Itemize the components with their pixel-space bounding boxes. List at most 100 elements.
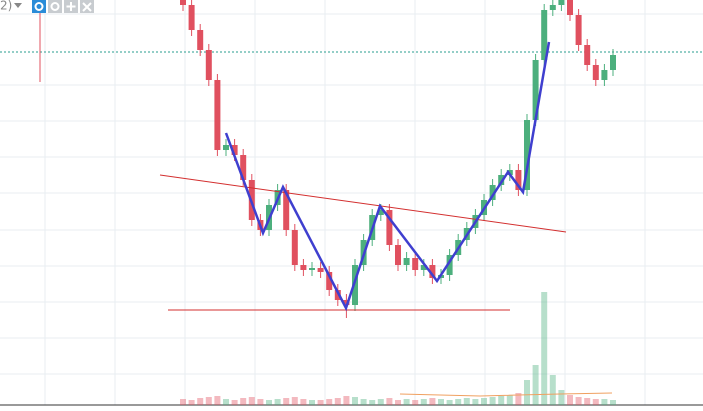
volume-bar — [274, 399, 281, 405]
volume-bar — [266, 400, 272, 405]
volume-bar — [352, 397, 358, 405]
volume-bar — [240, 398, 247, 405]
volume-bar — [532, 365, 539, 405]
candle-body — [283, 190, 290, 230]
volume-bar — [558, 390, 565, 405]
volume-bar — [403, 399, 410, 405]
volume-bar — [592, 399, 599, 405]
candle-body — [188, 5, 195, 30]
volume-bar — [317, 400, 324, 405]
candle-body — [610, 55, 616, 70]
volume-bar — [197, 398, 204, 405]
candle-body — [420, 265, 427, 270]
candle-body — [567, 0, 573, 15]
candle-body — [352, 265, 358, 305]
volume-bar — [300, 399, 307, 405]
candle-body — [231, 145, 238, 155]
volume-average — [399, 392, 613, 397]
volume-bar — [369, 400, 376, 405]
candle-layer — [180, 0, 616, 318]
volume-bar — [610, 400, 616, 405]
pattern-zigzag — [224, 41, 551, 312]
volume-bar — [360, 399, 367, 405]
volume-bar — [283, 398, 290, 405]
candle-body — [386, 210, 393, 245]
volume-bar — [326, 399, 333, 405]
settings-button[interactable] — [32, 0, 46, 13]
candle-body — [446, 255, 453, 275]
dropdown-arrow[interactable] — [14, 3, 22, 8]
volume-bar — [223, 399, 229, 405]
candle-body — [180, 0, 186, 5]
volume-bar — [481, 398, 487, 405]
neckline — [159, 174, 567, 233]
volume-bar — [188, 400, 195, 405]
candle-body — [524, 120, 530, 190]
volume-bar — [205, 397, 212, 405]
volume-bar — [309, 400, 315, 405]
volume-bar — [214, 396, 221, 405]
volume-bar — [498, 396, 505, 405]
candle-body — [403, 258, 410, 265]
candle-body — [575, 15, 582, 45]
close-icon — [82, 2, 92, 12]
toolbar: 2) — [0, 0, 94, 13]
candle-body — [558, 0, 565, 5]
volume-bar — [231, 400, 238, 405]
candle-body — [584, 45, 591, 65]
volume-bar — [257, 399, 264, 405]
volume-bar — [489, 397, 496, 405]
candle-body — [205, 50, 212, 80]
candle-body — [395, 245, 401, 265]
candle-body — [343, 300, 350, 305]
gear-button[interactable] — [48, 0, 62, 13]
volume-bar — [412, 400, 419, 405]
volume-bar — [515, 393, 522, 405]
candle-body — [309, 268, 315, 270]
candle-body — [592, 65, 599, 80]
candle-body — [498, 175, 505, 185]
volume-bar — [180, 399, 186, 405]
candle-body — [412, 258, 419, 270]
volume-bar — [343, 396, 350, 405]
toolbar-label: 2) — [0, 0, 12, 13]
volume-bar — [584, 398, 591, 405]
candle-body — [377, 210, 384, 215]
volume-bar — [395, 400, 401, 405]
candle-body — [489, 185, 496, 200]
candle-body — [601, 70, 608, 80]
volume-bar — [575, 397, 582, 405]
volume-bar — [420, 399, 427, 405]
volume-bar — [438, 399, 444, 405]
volume-bar — [541, 292, 548, 405]
candle-body — [317, 268, 324, 272]
candle-body — [429, 265, 436, 278]
volume-bar — [429, 398, 436, 405]
volume-bar — [549, 375, 556, 405]
volume-bar — [524, 380, 530, 405]
gear-icon — [50, 2, 60, 11]
candle-body — [515, 170, 522, 190]
volume-bar — [506, 395, 513, 405]
volume-bar — [377, 399, 384, 405]
candle-body — [541, 10, 548, 60]
volume-bar — [248, 397, 255, 405]
candle-body — [326, 272, 333, 290]
candle-body — [223, 145, 229, 150]
volume-bar — [463, 398, 470, 405]
candle-body — [197, 30, 204, 50]
candle-body — [291, 230, 298, 265]
settings-icon — [34, 2, 44, 11]
volume-layer — [180, 292, 616, 405]
candle-body — [240, 155, 247, 180]
candle-body — [334, 290, 341, 300]
candle-body — [549, 5, 556, 10]
volume-bar — [334, 398, 341, 405]
volume-bar — [455, 399, 462, 405]
volume-bar — [472, 399, 479, 405]
volume-bar — [446, 400, 453, 405]
candle-body — [532, 60, 539, 120]
